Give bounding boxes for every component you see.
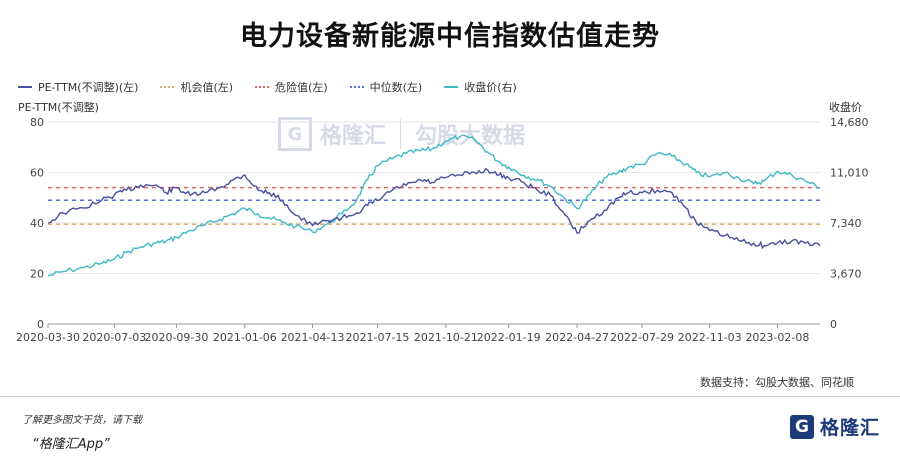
legend-label: PE-TTM(不调整)(左)	[38, 81, 139, 94]
right-tick-label: 3,670	[830, 268, 862, 281]
x-tick-label: 2020-07-03	[82, 331, 146, 344]
x-tick-label: 2021-07-15	[345, 331, 409, 344]
x-tick-label: 2020-03-30	[16, 331, 80, 344]
x-tick-label: 2022-07-29	[610, 331, 674, 344]
legend-item: 机会值(左)	[160, 79, 233, 95]
footer-note: 了解更多图文干货，请下载	[22, 415, 142, 426]
right-tick-label: 11,010	[830, 167, 869, 180]
x-tick-label: 2022-11-03	[678, 331, 742, 344]
left-tick-label: 20	[30, 268, 44, 281]
left-axis-title: PE-TTM(不调整)	[18, 101, 99, 114]
gelonghui-logo-icon: G	[789, 414, 814, 439]
logo-text: 格隆汇	[819, 417, 880, 439]
watermark-logo-icon: G	[278, 117, 312, 151]
legend-item: 收盘价(右)	[444, 79, 517, 95]
legend-swatch	[18, 86, 32, 88]
legend-item: 危险值(左)	[255, 79, 328, 95]
right-tick-label: 0	[830, 318, 837, 331]
chart-legend: PE-TTM(不调整)(左) 机会值(左) 危险值(左) 中位数(左) 收盘价(右)	[18, 79, 517, 95]
left-tick-label: 40	[30, 217, 44, 230]
x-tick-label: 2021-01-06	[213, 331, 277, 344]
watermark-left-text: 格隆汇	[320, 124, 387, 149]
left-tick-label: 80	[30, 116, 44, 129]
legend-swatch	[160, 86, 175, 88]
watermark-separator	[400, 119, 402, 149]
chart-title: 电力设备新能源中信指数估值走势	[240, 21, 660, 52]
right-tick-label: 14,680	[830, 116, 869, 129]
footer-divider	[0, 396, 900, 397]
legend-item: 中位数(左)	[349, 79, 423, 95]
legend-label: 危险值(左)	[275, 81, 328, 94]
x-tick-label: 2023-02-08	[745, 331, 809, 344]
x-tick-label: 2022-04-27	[545, 331, 609, 344]
x-tick-label: 2022-01-19	[477, 331, 541, 344]
data-source: 数据支持：勾股大数据、同花顺	[700, 376, 854, 389]
left-tick-label: 0	[37, 318, 44, 331]
watermark-right-text: 勾股大数据	[415, 124, 526, 149]
x-tick-label: 2020-09-30	[144, 331, 208, 344]
legend-label: 收盘价(右)	[464, 81, 517, 94]
right-tick-label: 7,340	[830, 217, 862, 230]
legend-label: 机会值(左)	[180, 81, 234, 94]
legend-swatch	[349, 86, 364, 88]
footer-app-name: “格隆汇App”	[32, 437, 110, 452]
line-chart: 0 20 40 60 80 0 3,670 7,340 11,010 14,680 2020-03-…	[16, 116, 869, 344]
x-tick-label: 2021-04-13	[281, 331, 345, 344]
close-price-line	[47, 134, 821, 277]
x-tick-label: 2021-10-21	[414, 331, 478, 344]
legend-swatch	[444, 86, 459, 88]
legend-item: PE-TTM(不调整)(左)	[18, 79, 138, 95]
legend-swatch	[255, 86, 270, 88]
pe-ttm-line	[47, 167, 821, 250]
left-tick-label: 60	[30, 167, 44, 180]
legend-label: 中位数(左)	[369, 81, 423, 94]
watermark: G 格隆汇 勾股大数据	[278, 117, 525, 151]
right-axis-title: 收盘价	[829, 101, 862, 114]
footer-logo: G 格隆汇	[789, 413, 880, 440]
